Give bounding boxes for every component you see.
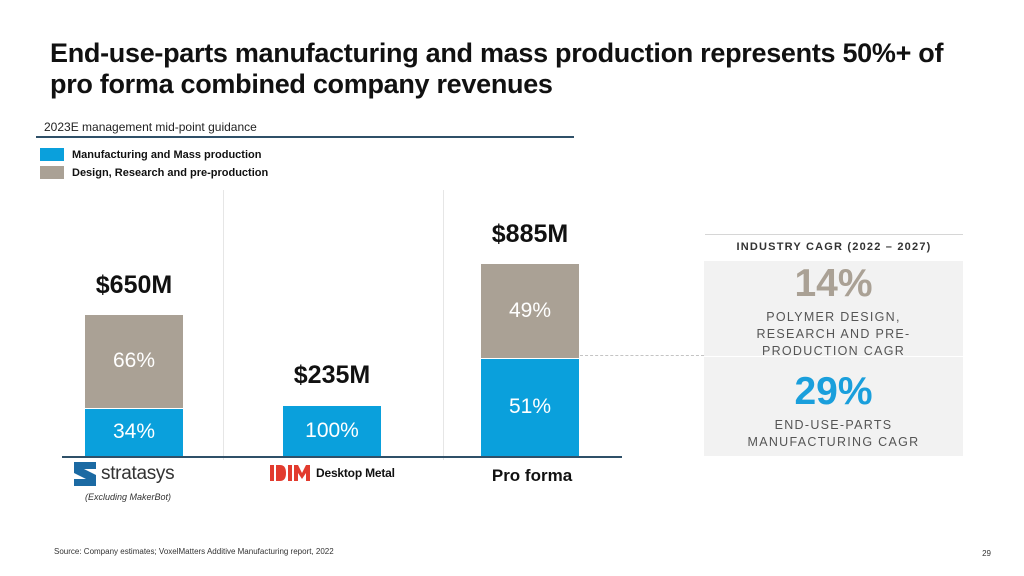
bar-desktop-metal-manufacturing: 100% <box>283 404 381 456</box>
chart-legend: Manufacturing and Mass production Design… <box>40 146 268 182</box>
legend-item-manufacturing: Manufacturing and Mass production <box>40 146 268 163</box>
category-label-pro-forma: Pro forma <box>491 466 573 485</box>
desktop-metal-wordmark: Desktop Metal <box>316 466 395 480</box>
bar-total-label: $885M <box>491 219 569 248</box>
polymer-cagr-value: 14% <box>794 262 873 305</box>
column-divider <box>223 190 224 460</box>
desktop-metal-logo: Desktop Metal <box>270 465 395 481</box>
enduse-cagr-value: 29% <box>794 370 873 413</box>
legend-swatch-design <box>40 166 64 179</box>
bar-value-label: 49% <box>508 298 552 322</box>
bar-value-label: 100% <box>305 418 359 442</box>
bar-total-label: $235M <box>293 360 371 389</box>
desktop-metal-mark-icon <box>270 465 310 481</box>
legend-item-design: Design, Research and pre-production <box>40 164 268 181</box>
bar-total-label: $650M <box>95 270 173 299</box>
industry-cagr-header: INDUSTRY CAGR (2022 – 2027) <box>705 234 963 259</box>
enduse-cagr-description: END-USE-PARTS MANUFACTURING CAGR <box>747 418 920 449</box>
subtitle-rule <box>36 136 574 138</box>
bar-stratasys-design: 66% <box>85 314 183 408</box>
legend-swatch-manufacturing <box>40 148 64 161</box>
chart-baseline <box>62 456 622 458</box>
stratasys-note: (Excluding MakerBot) <box>84 492 172 502</box>
bar-value-label: 51% <box>508 395 552 419</box>
stratasys-mark-icon <box>74 462 96 486</box>
legend-label-design: Design, Research and pre-production <box>72 166 269 179</box>
source-footnote: Source: Company estimates; VoxelMatters … <box>54 547 334 556</box>
bar-stratasys-manufacturing: 34% <box>85 407 183 456</box>
page-number: 29 <box>982 549 991 558</box>
bar-value-label: 34% <box>112 420 156 444</box>
polymer-cagr-card: 14% POLYMER DESIGN, RESEARCH AND PRE-PRO… <box>704 261 963 358</box>
slide-title: End-use-parts manufacturing and mass pro… <box>50 38 944 99</box>
column-divider <box>443 190 444 460</box>
legend-label-manufacturing: Manufacturing and Mass production <box>72 148 262 161</box>
chart-subtitle: 2023E management mid-point guidance <box>44 120 257 134</box>
stratasys-wordmark: stratasys <box>101 463 175 484</box>
bar-pro-forma-manufacturing: 51% <box>481 357 579 456</box>
stratasys-logo: stratasys <box>72 460 175 488</box>
bar-value-label: 66% <box>112 349 156 373</box>
dashed-connector <box>580 355 704 356</box>
polymer-cagr-description: POLYMER DESIGN, RESEARCH AND PRE-PRODUCT… <box>756 310 911 358</box>
bar-pro-forma-design: 49% <box>481 263 579 358</box>
enduse-cagr-card: 29% END-USE-PARTS MANUFACTURING CAGR <box>704 357 963 456</box>
